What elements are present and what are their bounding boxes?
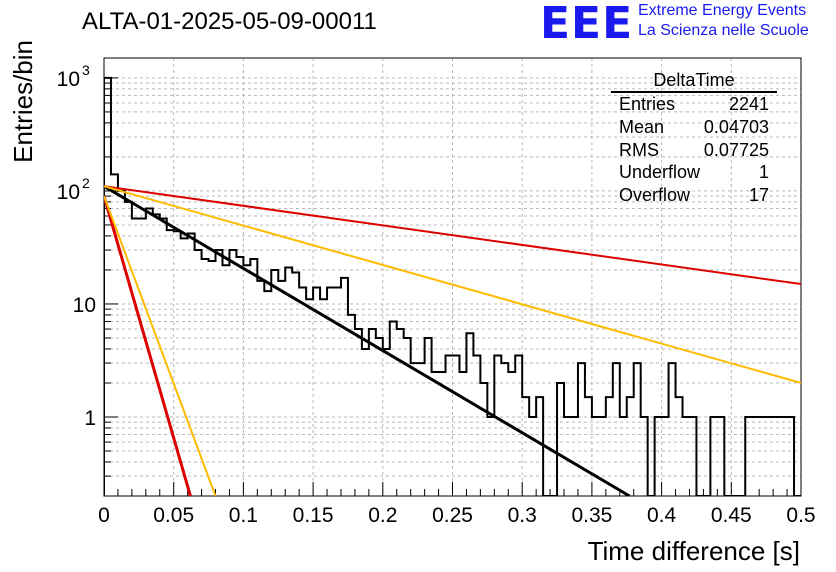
stats-label: Overflow [619, 185, 691, 206]
x-tick-label: 0.4 [647, 504, 677, 527]
stats-label: Underflow [619, 162, 701, 183]
stats-row-mean: Mean 0.04703 [611, 116, 777, 139]
stats-value: 2241 [728, 94, 769, 114]
y-tick-label: 10 [73, 294, 96, 317]
x-tick-label: 0.15 [293, 504, 334, 527]
stats-row-rms: RMS 0.07725 [611, 139, 777, 162]
y-axis-title: Entries/bin [8, 40, 38, 163]
stats-box: DeltaTime Entries 2241 Mean 0.04703 RMS … [611, 69, 777, 207]
x-axis-title: Time difference [s] [588, 536, 800, 566]
stats-label: Entries [619, 94, 676, 114]
stats-value: 0.04703 [703, 116, 769, 137]
logo-subtitle-1: Extreme Energy Events [638, 2, 807, 19]
y-tick-exponent: 3 [82, 62, 90, 78]
x-tick-label: 0.1 [229, 504, 258, 527]
stats-row-entries: Entries 2241 [611, 93, 777, 116]
fit-line-red-fast [104, 195, 192, 496]
stats-label: RMS [619, 139, 659, 160]
x-tick-label: 0.45 [711, 504, 752, 527]
stats-label: Mean [619, 116, 665, 137]
stats-value: 0.07725 [703, 139, 769, 160]
x-tick-label: 0.25 [432, 504, 473, 527]
x-tick-label: 0.05 [153, 504, 194, 527]
y-tick-exponent: 2 [82, 175, 90, 191]
fit-line-orange-slow [104, 185, 801, 384]
y-tick-label: 10 [57, 68, 80, 91]
stats-row-overflow: Overflow 17 [611, 184, 777, 207]
fit-line-black [104, 184, 631, 496]
x-tick-label: 0.2 [368, 504, 397, 527]
fit-line-orange-fast [104, 195, 217, 496]
fit-line-red-slow [104, 185, 801, 286]
x-tick-label: 0.3 [508, 504, 537, 527]
chart-title: ALTA-01-2025-05-09-00011 [82, 8, 377, 35]
stats-value: 17 [748, 185, 769, 206]
stats-title: DeltaTime [611, 69, 777, 93]
logo-subtitle-2: La Scienza nelle Scuole [638, 22, 809, 39]
x-tick-label: 0.35 [571, 504, 612, 527]
y-tick-label: 1 [84, 407, 96, 430]
histogram-series [104, 76, 801, 496]
x-tick-label: 0 [98, 504, 110, 527]
stats-value: 1 [758, 162, 769, 183]
stats-row-underflow: Underflow 1 [611, 161, 777, 184]
eee-logo: EEE [540, 0, 634, 49]
y-tick-label: 10 [57, 181, 80, 204]
x-tick-label: 0.5 [786, 504, 815, 527]
